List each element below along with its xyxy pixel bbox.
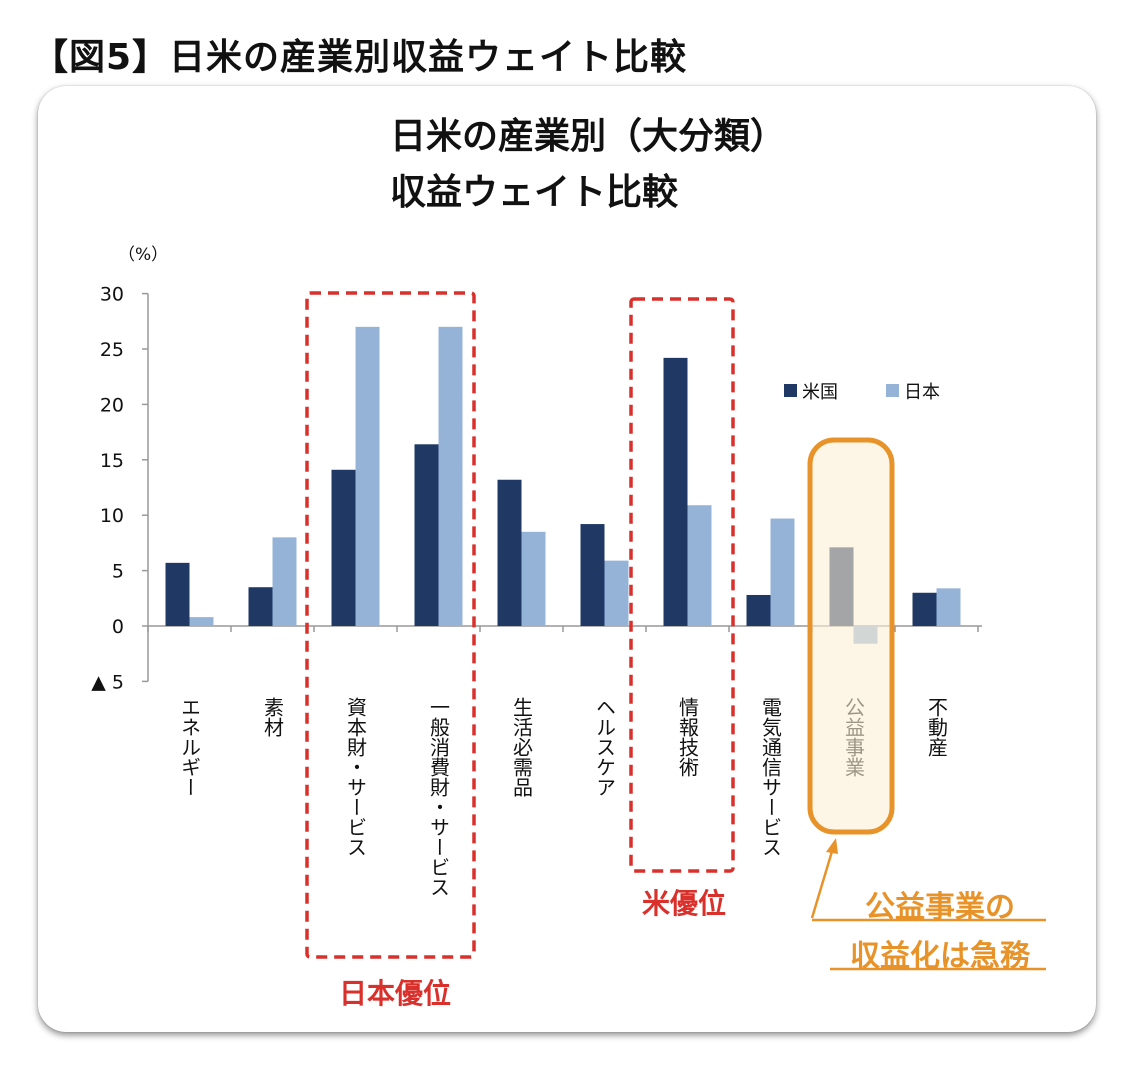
chart-card [38,86,1096,1032]
bar-us [746,594,771,626]
x-category-label: ヘルスケア [593,697,617,797]
x-category-label: エネルギー [178,697,202,797]
bar-japan [189,617,214,626]
bar-us [663,357,688,626]
chart-title-line: 日米の産業別（大分類） [390,116,786,157]
legend-swatch [886,384,899,397]
japan-advantage-label: 日本優位 [339,977,451,1010]
x-category-label: 生活必需品 [510,697,534,797]
bar-japan [687,505,712,626]
bar-us [248,587,273,626]
bar-japan [770,518,795,626]
x-category-label: 資本財・サービス [344,697,368,857]
utility-callout-arrowhead [826,838,838,854]
bar-us [497,479,522,626]
y-tick-label: 10 [100,505,124,527]
chart-title-line: 収益ウェイト比較 [390,172,679,213]
utility-callout-line [810,847,835,919]
figure-heading: 【図5】日米の産業別収益ウェイト比較 [32,37,688,78]
us-advantage-box [629,297,735,873]
bar-us [165,562,190,626]
bar-japan [604,560,629,626]
y-tick-label: 15 [100,450,124,472]
bar-japan [521,531,546,626]
utility-highlight-box [807,437,895,835]
bar-japan [355,326,380,626]
x-category-label: 電気通信サービス [759,697,783,857]
legend-label: 日本 [904,382,940,403]
bar-japan [438,326,463,626]
y-tick-label: 30 [100,284,124,306]
legend-label: 米国 [802,382,838,403]
us-advantage-label: 米優位 [642,887,726,920]
bar-japan [936,588,961,626]
y-axis-unit-label: （%） [118,245,168,265]
bar-us [580,524,605,626]
bar-japan [272,537,297,626]
japan-advantage-box [305,291,476,959]
x-category-label: 情報技術 [676,697,700,777]
x-category-label: 一般消費財・サービス [427,697,451,897]
x-category-label: 不動産 [925,697,949,757]
y-tick-label: 25 [100,339,124,361]
bar-us [331,469,356,626]
bar-us [912,592,937,626]
y-tick-label: 20 [100,394,124,416]
bar-us [414,444,439,626]
utility-callout-text: 公益事業の [865,890,1015,925]
x-category-label: 素材 [261,697,285,737]
y-tick-label: ▲ 5 [91,671,124,693]
legend-swatch [784,384,797,397]
y-tick-label: 0 [112,616,124,638]
y-tick-label: 5 [112,561,124,583]
